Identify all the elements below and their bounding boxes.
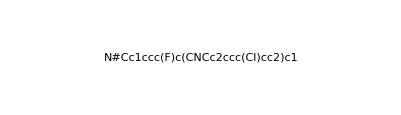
Text: N#Cc1ccc(F)c(CNCc2ccc(Cl)cc2)c1: N#Cc1ccc(F)c(CNCc2ccc(Cl)cc2)c1: [103, 53, 298, 62]
